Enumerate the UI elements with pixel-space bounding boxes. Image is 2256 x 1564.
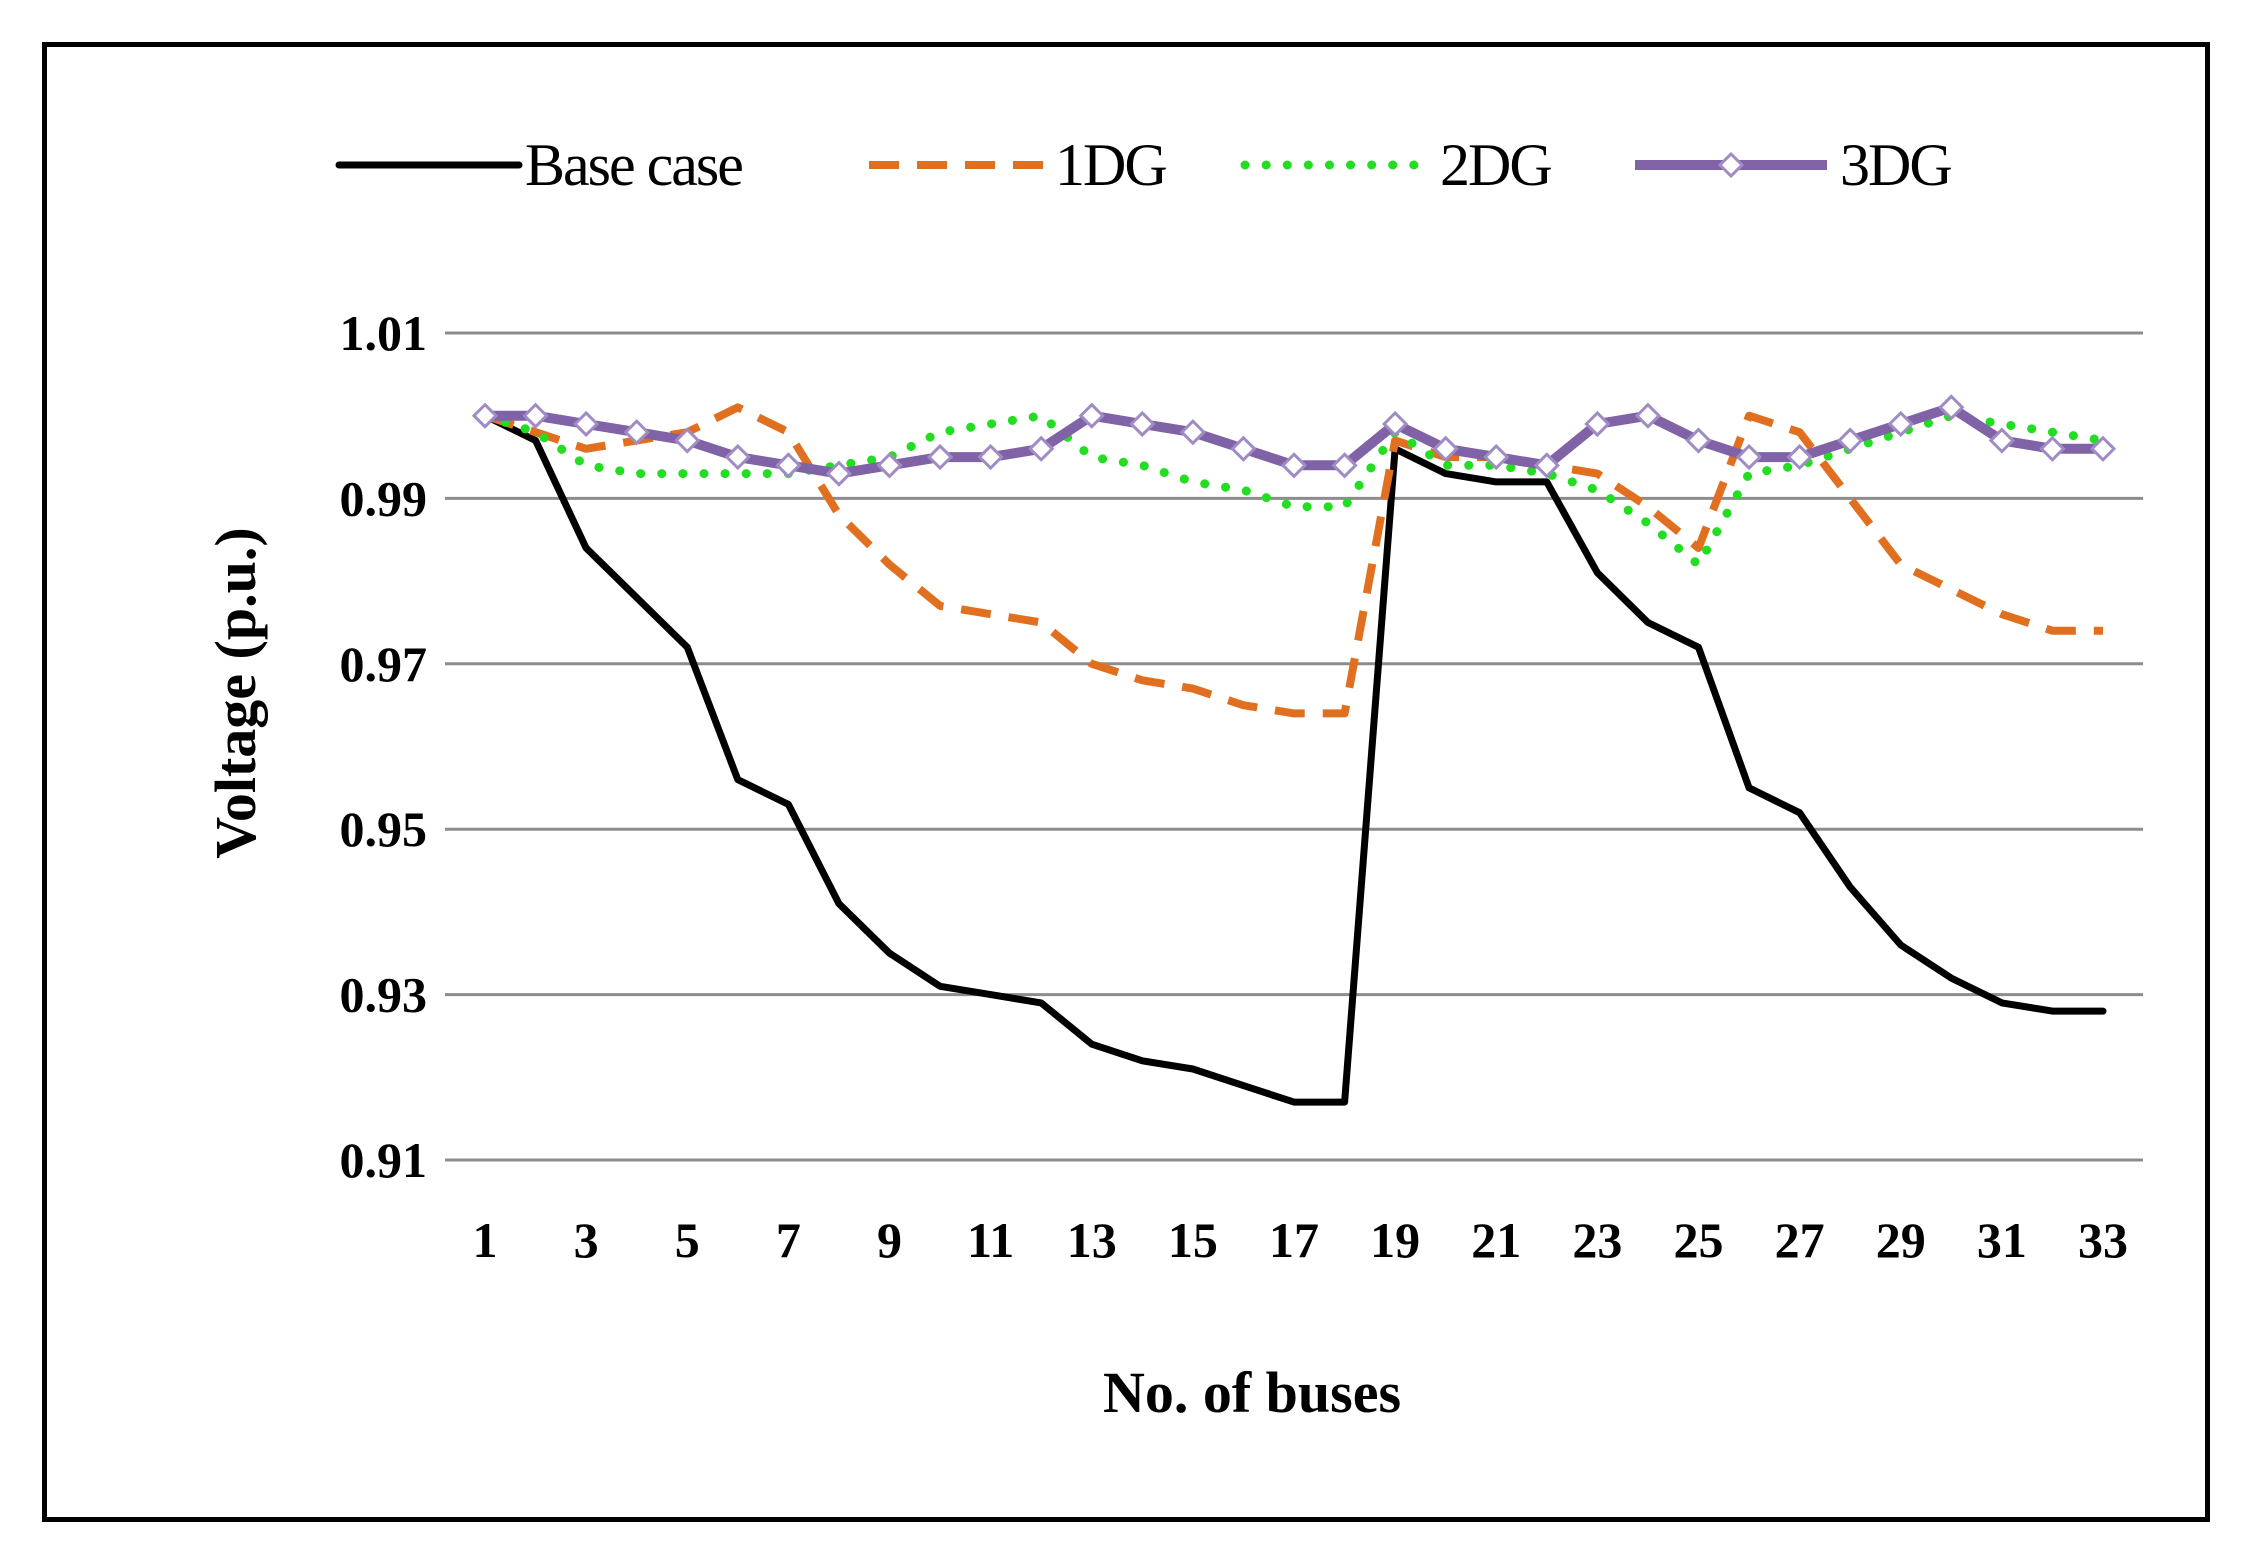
data-point-3dg [1129, 410, 1156, 438]
y-tick-label: 0.97 [340, 636, 428, 692]
data-point-3dg [1584, 410, 1611, 438]
data-point-3dg [1331, 452, 1358, 479]
series-line-base-case [481, 412, 2107, 1106]
data-point-3dg [1483, 443, 1510, 471]
axis-layer: 0.910.930.950.970.991.011 3 5 7 9 11 13 15 17 19 2… [340, 305, 2143, 1268]
x-tick-label: 5 [675, 1212, 700, 1268]
data-point-3dg [825, 460, 853, 487]
x-tick-label: 17 [1269, 1212, 1319, 1268]
x-tick-label: 33 [2078, 1212, 2128, 1268]
data-point-3dg [977, 443, 1004, 471]
y-tick-label: 0.99 [340, 470, 428, 526]
x-tick-label: 23 [1572, 1212, 1622, 1268]
data-point-3dg [775, 452, 802, 479]
x-tick-label: 29 [1876, 1212, 1926, 1268]
data-point-3dg [2089, 435, 2117, 462]
legend-label: 1DG [1055, 132, 1166, 198]
legend-marker-3dg [1717, 151, 1745, 179]
data-point-3dg [1432, 435, 1459, 462]
x-tick-label: 3 [574, 1212, 599, 1268]
data-point-3dg [1028, 435, 1055, 462]
x-tick-label: 19 [1370, 1212, 1420, 1268]
x-tick-label: 13 [1067, 1212, 1117, 1268]
y-tick-label: 0.93 [340, 967, 428, 1023]
x-tick-label: 27 [1775, 1212, 1825, 1268]
data-point-3dg [2039, 435, 2066, 462]
data-point-3dg [926, 443, 954, 471]
data-point-3dg [1382, 410, 1409, 438]
legend-label: 3DG [1840, 132, 1951, 198]
data-point-3dg [522, 402, 549, 429]
y-axis-title: Voltage (p.u.) [203, 527, 268, 858]
data-point-3dg [1786, 443, 1813, 471]
y-tick-label: 0.95 [340, 801, 428, 857]
data-point-3dg [1280, 452, 1308, 479]
x-tick-label: 9 [877, 1212, 902, 1268]
x-tick-label: 7 [776, 1212, 801, 1268]
x-tick-label: 15 [1168, 1212, 1218, 1268]
x-axis-title: No. of buses [1103, 1360, 1401, 1425]
data-point-3dg [724, 443, 751, 471]
data-point-3dg [1685, 427, 1712, 454]
x-tick-label: 31 [1977, 1212, 2027, 1268]
data-point-3dg [1634, 402, 1662, 429]
y-tick-label: 1.01 [340, 305, 428, 361]
chart-frame: 0.91 0.93 0.95 0.97 0.99 1.01 1 3 5 7 9 11 13 15 17 19 2… [42, 42, 2210, 1522]
data-point-3dg [471, 402, 499, 429]
legend-label: Base case [525, 132, 742, 198]
data-point-3dg [1533, 452, 1560, 479]
data-point-3dg [1887, 410, 1914, 438]
legend: Base case 1DG 2DG 3DG [335, 132, 1953, 198]
series-layer [471, 394, 2117, 1106]
data-point-3dg [623, 419, 650, 446]
x-tick-label: 1 [473, 1212, 498, 1268]
y-tick-label: 0.91 [340, 1132, 428, 1188]
data-point-3dg [573, 410, 600, 438]
x-tick-label: 25 [1674, 1212, 1724, 1268]
x-tick-label: 21 [1471, 1212, 1521, 1268]
data-point-3dg [674, 427, 701, 454]
legend-label: 2DG [1440, 132, 1551, 198]
data-point-3dg [1988, 427, 2015, 454]
data-point-3dg [1938, 394, 1965, 421]
data-point-3dg [1179, 419, 1206, 446]
data-point-3dg [876, 452, 903, 479]
data-point-3dg [1837, 427, 1864, 454]
chart-svg: 0.910.930.950.970.991.011 3 5 7 9 11 13 15 17 19 2… [203, 132, 2143, 1425]
x-tick-label: 11 [967, 1212, 1014, 1268]
data-point-3dg [1230, 435, 1257, 462]
data-point-3dg [1735, 443, 1763, 471]
data-point-3dg [1078, 402, 1105, 429]
series-line-1dg [483, 403, 2103, 718]
